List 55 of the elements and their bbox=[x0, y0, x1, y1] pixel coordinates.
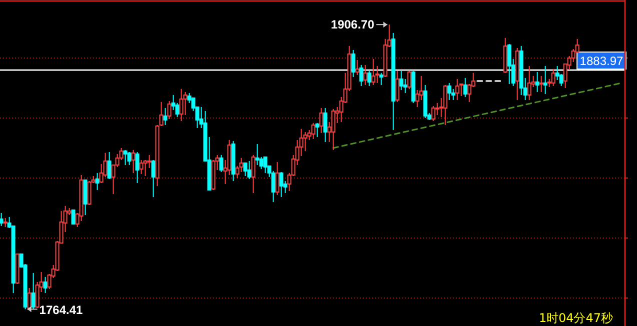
candlestick bbox=[139, 160, 144, 174]
candlestick bbox=[543, 66, 548, 94]
candlestick bbox=[311, 122, 316, 140]
candlestick bbox=[147, 154, 152, 168]
candlestick bbox=[539, 76, 544, 92]
candlestick bbox=[243, 162, 248, 176]
candlestick bbox=[167, 100, 172, 120]
candlestick bbox=[551, 68, 556, 86]
candlestick bbox=[363, 64, 368, 86]
candlestick bbox=[219, 154, 224, 172]
annotation: 1时04分47秒 bbox=[538, 311, 613, 325]
candlestick bbox=[43, 276, 48, 294]
candlestick bbox=[399, 70, 404, 90]
candlestick bbox=[331, 108, 336, 150]
candlestick bbox=[379, 72, 384, 86]
candlestick bbox=[359, 64, 364, 86]
candlestick bbox=[179, 88, 184, 122]
candlestick bbox=[31, 272, 36, 310]
candlestick bbox=[263, 156, 268, 174]
candlestick bbox=[431, 106, 436, 122]
candlestick bbox=[407, 70, 412, 90]
candlestick bbox=[275, 162, 280, 196]
candlestick bbox=[319, 108, 324, 134]
candlestick bbox=[255, 144, 260, 166]
candlestick bbox=[447, 82, 452, 100]
candlestick bbox=[535, 72, 540, 92]
candlestick bbox=[507, 44, 512, 84]
candlestick bbox=[371, 58, 376, 86]
candlestick bbox=[247, 160, 252, 180]
candlestick bbox=[0, 212, 4, 226]
candlestick bbox=[463, 78, 468, 98]
candlestick bbox=[127, 152, 132, 166]
candlestick bbox=[163, 108, 168, 126]
candlestick bbox=[71, 210, 76, 224]
candlestick bbox=[367, 70, 372, 86]
ref-line-label: 1883.97 bbox=[580, 54, 624, 68]
annotation: 1906.70 bbox=[330, 18, 375, 32]
candlestick bbox=[315, 122, 320, 138]
candlestick bbox=[135, 152, 140, 184]
candlestick bbox=[323, 108, 328, 142]
candlestick bbox=[95, 172, 100, 190]
candlestick bbox=[351, 50, 356, 78]
candlestick bbox=[151, 160, 156, 198]
candlestick bbox=[355, 60, 360, 76]
candlestick bbox=[279, 172, 284, 198]
candlestick bbox=[251, 154, 256, 194]
candlestick bbox=[83, 180, 88, 216]
candlestick bbox=[123, 150, 128, 166]
candlestick bbox=[107, 152, 112, 180]
candlestick bbox=[527, 66, 532, 100]
candlestick bbox=[443, 84, 448, 126]
candlestick bbox=[455, 78, 460, 100]
candlestick bbox=[395, 70, 400, 102]
candlestick bbox=[131, 150, 136, 174]
annotation: 1764.41 bbox=[39, 303, 84, 318]
